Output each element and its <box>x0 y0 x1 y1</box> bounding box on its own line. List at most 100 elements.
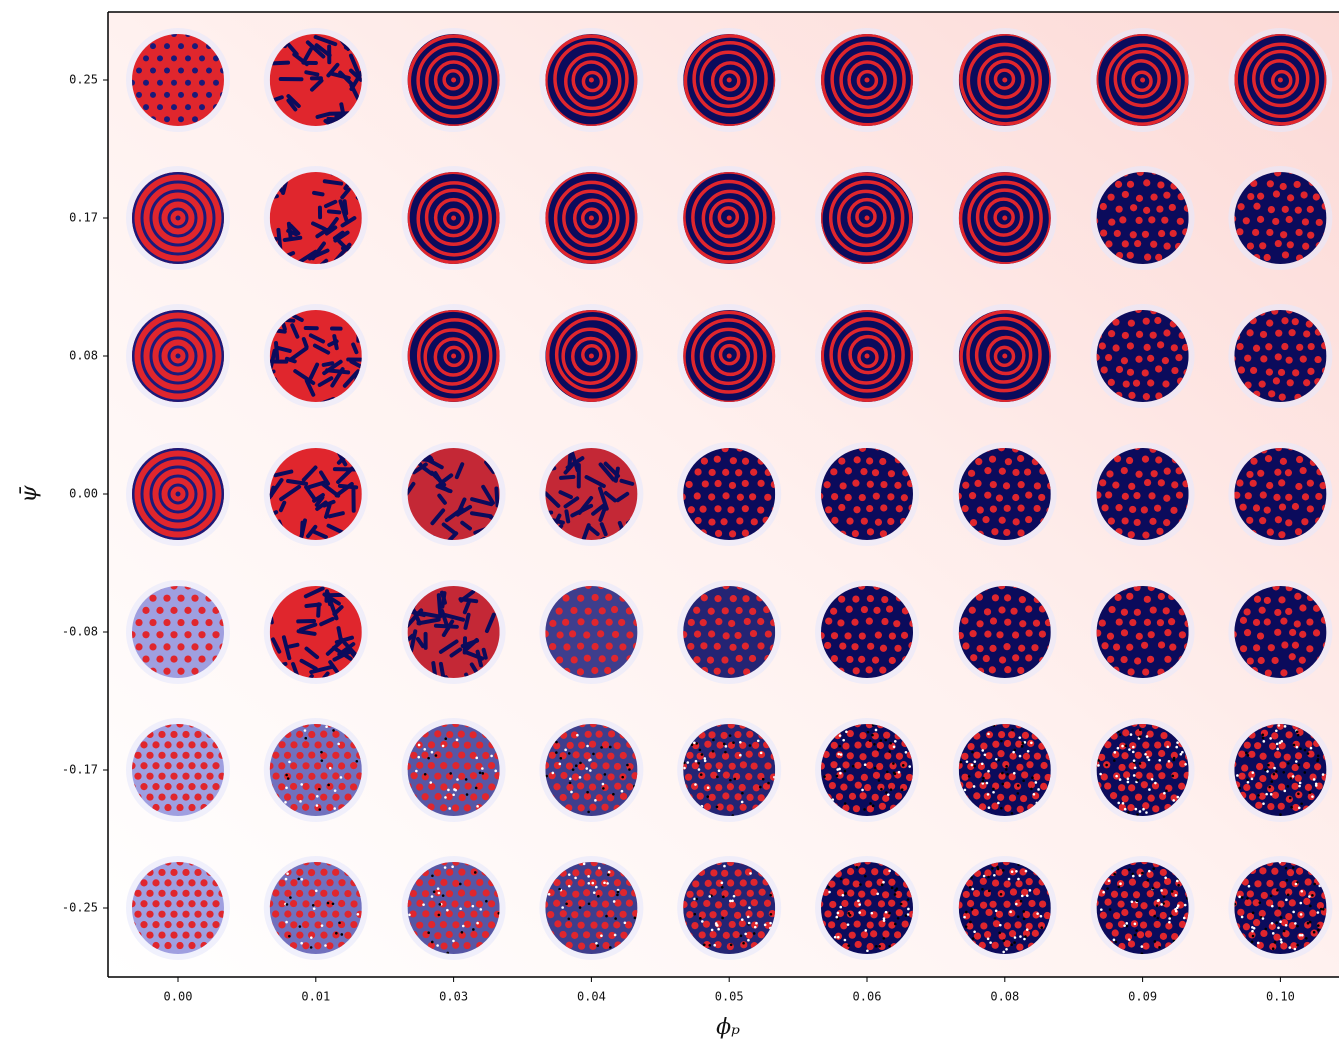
dot <box>620 932 627 939</box>
speck <box>997 759 1000 762</box>
dot <box>870 889 877 896</box>
speck <box>1163 792 1166 795</box>
speck <box>1171 890 1174 893</box>
speck <box>555 741 558 744</box>
pattern-cell <box>953 166 1057 270</box>
dot <box>1292 503 1299 510</box>
speck <box>1262 802 1265 805</box>
dot <box>1280 231 1287 238</box>
dot <box>200 741 207 748</box>
dot <box>879 458 886 465</box>
pattern-cell <box>1091 856 1195 960</box>
dot <box>178 92 184 98</box>
dot <box>737 494 744 501</box>
pattern-cell <box>126 28 230 132</box>
speck <box>438 914 441 917</box>
speck <box>564 749 567 752</box>
dot <box>601 804 608 811</box>
speck <box>725 745 728 748</box>
speck <box>446 909 449 912</box>
dot <box>570 607 577 614</box>
dot <box>560 772 567 779</box>
speck <box>1322 773 1325 776</box>
dot <box>975 771 982 778</box>
dot <box>1104 898 1111 905</box>
maze-stripe <box>325 181 341 183</box>
speck <box>286 872 289 875</box>
dot <box>188 942 195 949</box>
dot <box>1017 455 1024 462</box>
speck <box>587 811 590 814</box>
dot <box>700 642 707 649</box>
speck <box>861 789 864 792</box>
speck <box>733 895 736 898</box>
dot <box>1100 229 1107 236</box>
dot <box>618 619 625 626</box>
dot <box>879 803 886 810</box>
dot <box>888 470 895 477</box>
dot <box>1175 354 1182 361</box>
speck <box>1251 778 1254 781</box>
dot <box>1118 764 1125 771</box>
maze-stripe <box>306 72 317 74</box>
dot <box>1112 482 1119 489</box>
speck <box>859 883 862 886</box>
speck <box>732 741 735 744</box>
dot <box>1154 921 1161 928</box>
dot <box>1106 470 1113 477</box>
speck <box>598 867 601 870</box>
dot <box>1269 743 1276 750</box>
speck <box>1168 917 1171 920</box>
dot <box>1130 231 1137 238</box>
dot <box>200 900 207 907</box>
dot <box>134 752 141 759</box>
dot <box>705 880 712 887</box>
speck <box>717 928 720 931</box>
speck <box>1289 946 1292 949</box>
dot <box>1278 803 1285 810</box>
maze-stripe <box>616 469 618 481</box>
dot <box>699 931 706 938</box>
speck <box>320 751 323 754</box>
dot <box>1099 619 1106 626</box>
speck <box>887 793 890 796</box>
dot <box>895 792 902 799</box>
dot <box>714 505 721 512</box>
pattern-cell <box>402 304 506 408</box>
dot <box>1112 929 1119 936</box>
dot <box>440 921 447 928</box>
dot <box>708 493 715 500</box>
dot <box>963 891 970 898</box>
dot <box>846 656 853 663</box>
dot <box>1316 219 1323 226</box>
speck <box>891 887 894 890</box>
dot <box>715 530 722 537</box>
speck <box>472 928 475 931</box>
dot <box>149 619 156 626</box>
dot <box>458 731 465 738</box>
speck <box>964 789 967 792</box>
dot <box>729 901 736 908</box>
dot <box>1280 458 1287 465</box>
speck <box>1146 756 1149 759</box>
speck <box>595 886 598 889</box>
dot <box>1289 629 1296 636</box>
speck <box>852 765 855 768</box>
speck <box>548 893 551 896</box>
speck <box>1106 887 1109 890</box>
speck <box>1097 764 1100 767</box>
speck <box>1287 893 1290 896</box>
dot <box>344 752 351 759</box>
speck <box>1285 924 1288 927</box>
speck <box>1264 928 1267 931</box>
speck <box>315 889 318 892</box>
dot <box>146 773 153 780</box>
dot <box>1285 913 1292 920</box>
dot <box>1264 507 1271 514</box>
pattern <box>132 172 224 264</box>
dot <box>1260 491 1267 498</box>
dot <box>599 655 606 662</box>
dot <box>464 804 471 811</box>
x-tick-label: 0.03 <box>439 990 468 1004</box>
dot <box>727 506 734 513</box>
